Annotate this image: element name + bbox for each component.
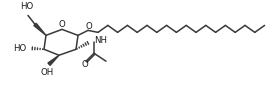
Text: O: O [82,60,88,69]
Text: HO: HO [20,2,34,11]
Text: HO: HO [13,44,26,53]
Text: O: O [86,22,92,31]
Polygon shape [48,55,59,65]
Text: O: O [59,20,65,29]
Text: OH: OH [40,68,54,77]
Text: NH: NH [94,36,107,45]
Polygon shape [34,23,46,35]
